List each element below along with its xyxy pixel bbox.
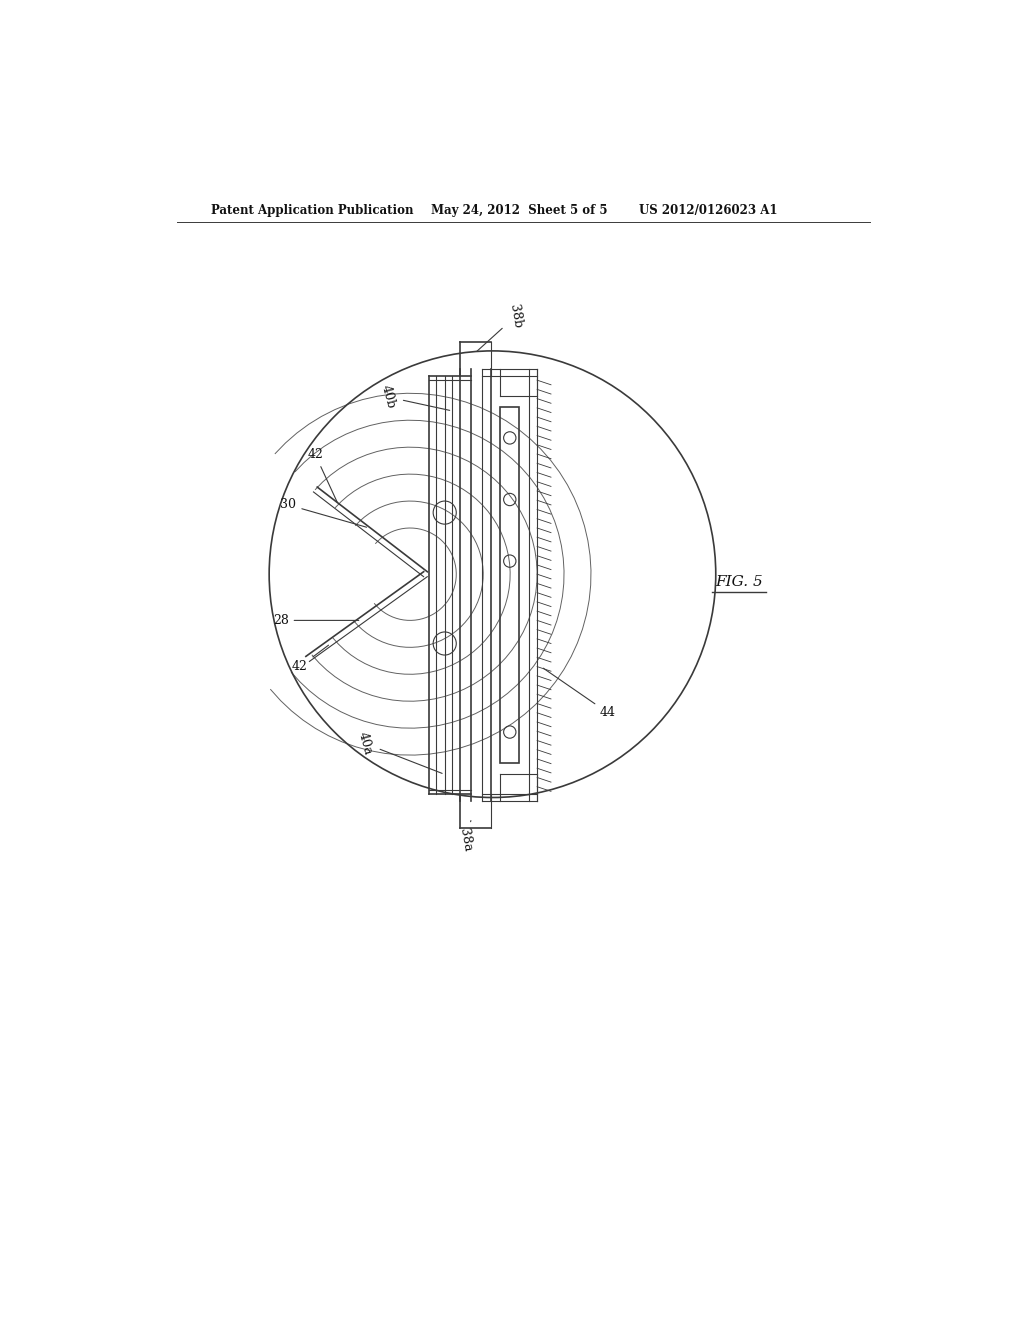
Text: FIG. 5: FIG. 5 (715, 576, 763, 589)
Bar (500, 407, 519, 763)
Text: 42: 42 (307, 449, 337, 503)
Text: Patent Application Publication: Patent Application Publication (211, 205, 414, 218)
Text: 42: 42 (292, 645, 329, 673)
Text: May 24, 2012  Sheet 5 of 5: May 24, 2012 Sheet 5 of 5 (431, 205, 607, 218)
Text: 38a: 38a (457, 821, 474, 853)
Text: 40b: 40b (379, 384, 450, 411)
Text: 44: 44 (544, 668, 616, 719)
Text: 38b: 38b (477, 304, 524, 351)
Text: US 2012/0126023 A1: US 2012/0126023 A1 (639, 205, 777, 218)
Text: 30: 30 (281, 499, 367, 527)
Text: 40a: 40a (356, 730, 442, 774)
Text: 28: 28 (272, 614, 358, 627)
